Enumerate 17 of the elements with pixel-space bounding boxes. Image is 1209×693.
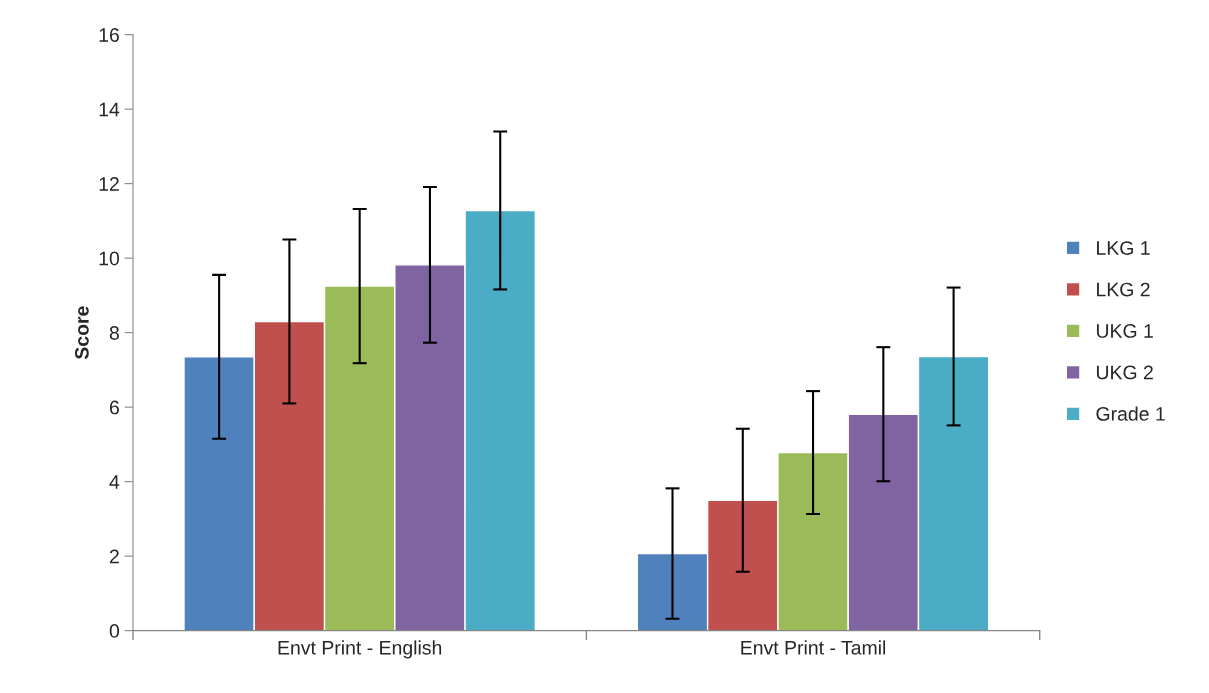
y-axis-title: Score [75, 306, 89, 360]
y-tick-label: 10 [99, 251, 120, 266]
y-tick-label: 16 [99, 28, 119, 42]
legend-label: LKG 1 [1097, 241, 1150, 255]
y-tick-label: 4 [109, 475, 120, 489]
x-tick-label: Envt Print - English [278, 640, 442, 659]
y-tick-label: 14 [99, 102, 120, 117]
y-tick-label: 6 [109, 400, 119, 415]
y-tick-label: 0 [109, 624, 120, 638]
legend-label: UKG 2 [1096, 365, 1153, 380]
legend-label: Grade 1 [1096, 406, 1165, 421]
y-tick-label: 2 [109, 549, 119, 564]
y-tick-label: 8 [109, 326, 119, 340]
x-tick-label: Envt Print - Tamil [741, 640, 886, 655]
legend-label: LKG 2 [1097, 282, 1150, 297]
legend-label: UKG 1 [1096, 324, 1153, 338]
y-tick-label: 12 [99, 177, 119, 191]
